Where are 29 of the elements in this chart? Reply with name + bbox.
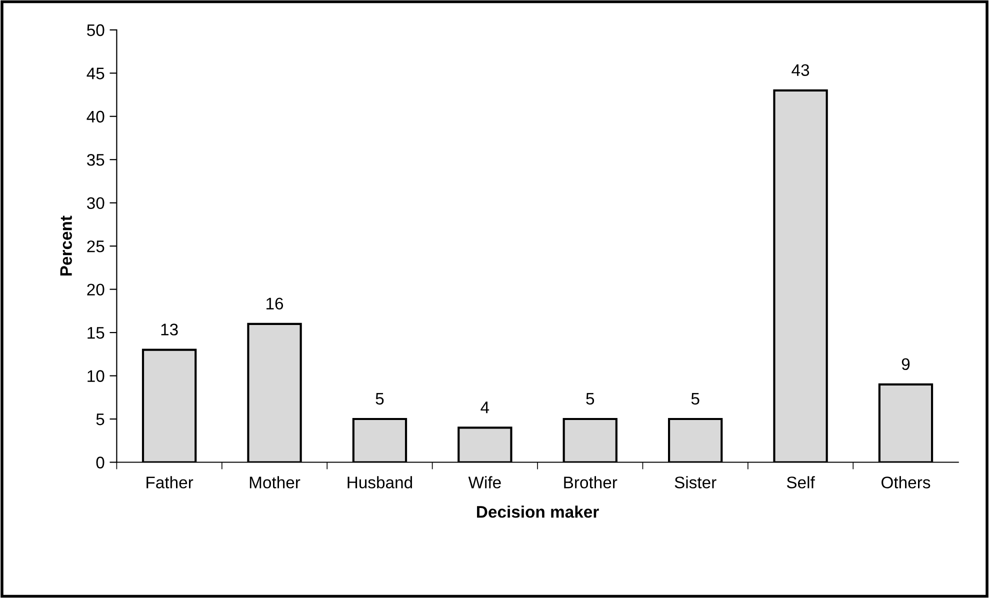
x-tick-label: Sister [674, 476, 716, 488]
x-tick-label: Father [146, 476, 194, 488]
data-label: 43 [792, 64, 810, 76]
x-tick-label: Mother [250, 476, 300, 488]
y-tick-label: 25 [87, 240, 104, 252]
y-tick-label: 0 [96, 456, 104, 468]
y-tick-label: 50 [87, 24, 104, 36]
x-tick-label: Others [882, 476, 930, 488]
x-tick-label: Self [786, 476, 815, 488]
data-label: 4 [480, 402, 490, 414]
y-tick-label: 20 [87, 284, 104, 296]
data-label: 13 [161, 324, 178, 336]
x-axis-title: Decision maker [477, 506, 599, 518]
y-tick-label: 40 [86, 110, 104, 123]
y-tick-label: 5 [96, 414, 104, 426]
y-tick-label: 35 [86, 154, 104, 166]
data-label: 5 [691, 392, 700, 405]
y-tick-label: 30 [86, 197, 104, 210]
y-tick-label: 15 [88, 327, 104, 339]
y-tick-label: 10 [88, 370, 104, 382]
data-label: 5 [586, 392, 594, 405]
y-axis-title: Percent [60, 216, 72, 276]
x-tick-label: Wife [468, 476, 501, 488]
y-tick-label: 45 [86, 68, 104, 80]
data-label: 5 [376, 392, 384, 405]
data-label: 16 [266, 298, 284, 310]
x-tick-label: Brother [564, 476, 618, 488]
data-label: 9 [902, 358, 910, 370]
x-tick-label: Husband [348, 476, 412, 488]
